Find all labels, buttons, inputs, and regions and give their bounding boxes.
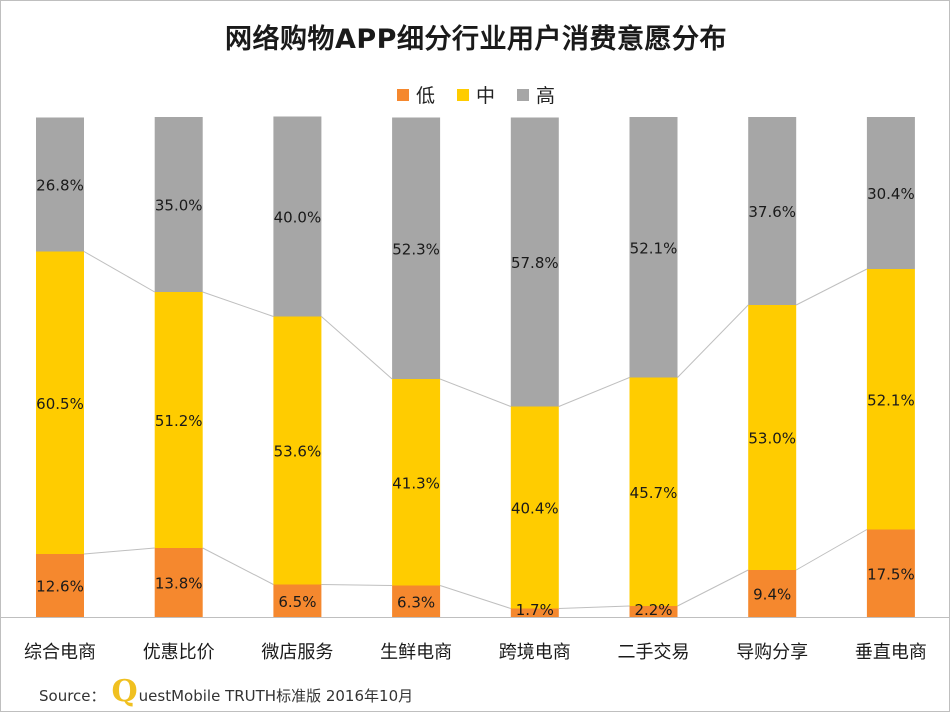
bar-中	[154, 292, 203, 548]
data-label: 57.8%	[511, 254, 559, 272]
bar-低	[866, 529, 915, 617]
category-label: 导购分享	[736, 642, 808, 663]
bar-高	[154, 117, 203, 292]
data-label: 37.6%	[748, 203, 796, 221]
data-label: 9.4%	[753, 586, 791, 604]
legend-swatch	[517, 88, 529, 101]
series-line	[795, 529, 868, 571]
series-line	[558, 605, 630, 609]
legend-label: 低	[415, 85, 435, 107]
data-label: 52.1%	[867, 391, 915, 409]
data-label: 26.8%	[36, 177, 84, 195]
data-label: 53.6%	[274, 443, 322, 461]
legend-item: 低	[396, 81, 435, 108]
data-label: 12.6%	[36, 578, 84, 596]
data-label: 41.3%	[392, 474, 440, 492]
legend-swatch	[396, 88, 409, 101]
series-line	[83, 251, 155, 293]
legend-label: 高	[536, 85, 556, 107]
category-label: 优惠比价	[143, 642, 215, 663]
data-label: 40.4%	[511, 500, 559, 518]
category-label: 生鲜电商	[380, 642, 452, 663]
series-line	[83, 547, 155, 555]
category-label: 微店服务	[261, 642, 333, 663]
bar-低	[273, 584, 322, 617]
data-label: 1.7%	[516, 601, 554, 619]
source-label: Source：	[39, 687, 106, 705]
series-lines	[83, 251, 868, 609]
bar-高	[629, 117, 678, 378]
data-label: 30.4%	[867, 185, 915, 203]
data-label: 17.5%	[867, 565, 915, 583]
data-label: 40.0%	[274, 209, 322, 227]
data-label: 52.3%	[392, 240, 440, 258]
data-labels: 12.6% 60.5% 26.8% 综合电商 13.8% 51.2% 35.0% 优惠比价 6.…	[24, 177, 927, 664]
bar-低	[629, 606, 678, 617]
bar-低	[154, 548, 203, 617]
source-text: uestMobile TRUTH标准版 2016年10月	[138, 687, 414, 705]
chart-title: 网络购物APP细分行业用户消费意愿分布	[225, 24, 727, 55]
bar-低	[510, 608, 559, 617]
data-label: 2.2%	[634, 601, 672, 619]
bar-高	[748, 117, 797, 305]
category-label: 垂直电商	[855, 642, 927, 663]
data-label: 52.1%	[630, 239, 678, 257]
legend-label: 中	[475, 85, 495, 107]
bar-高	[36, 117, 84, 252]
series-line	[677, 304, 749, 378]
legend-item: 中	[456, 81, 495, 108]
source-note: Source： Q uestMobile TRUTH标准版 2016年10月	[39, 677, 413, 707]
bar-中	[510, 406, 559, 609]
bar-中	[748, 305, 797, 570]
data-label: 35.0%	[155, 197, 203, 215]
legend-swatch	[456, 88, 469, 101]
category-label: 跨境电商	[499, 642, 571, 663]
bar-高	[510, 117, 559, 407]
series-line	[439, 585, 511, 609]
series-line	[677, 569, 749, 607]
series-line	[558, 377, 630, 407]
bar-中	[629, 377, 678, 606]
bar-中	[866, 269, 915, 530]
data-label: 51.2%	[155, 412, 203, 430]
series-line	[795, 268, 868, 306]
series-line	[321, 584, 393, 586]
series-line	[321, 316, 393, 380]
bars	[36, 116, 915, 617]
bar-中	[273, 316, 322, 585]
questmobile-logo-letter: Q	[111, 674, 138, 709]
data-label: 6.3%	[397, 593, 435, 611]
bar-低	[36, 554, 84, 617]
bar-低	[392, 585, 441, 617]
bar-低	[748, 570, 797, 617]
bar-中	[392, 379, 441, 586]
data-label: 45.7%	[630, 484, 678, 502]
data-label: 6.5%	[278, 593, 316, 611]
category-label: 二手交易	[618, 642, 690, 663]
data-label: 13.8%	[155, 575, 203, 593]
legend-item: 高	[517, 81, 555, 108]
bar-高	[866, 117, 915, 269]
series-line	[202, 547, 274, 585]
bar-中	[36, 251, 84, 554]
legend: 低中高	[1, 81, 950, 108]
bar-高	[273, 116, 322, 317]
category-label: 综合电商	[24, 642, 96, 663]
data-label: 53.0%	[748, 430, 796, 448]
series-line	[202, 291, 274, 317]
series-line	[439, 378, 511, 407]
bar-高	[392, 117, 441, 379]
data-label: 60.5%	[36, 395, 84, 413]
